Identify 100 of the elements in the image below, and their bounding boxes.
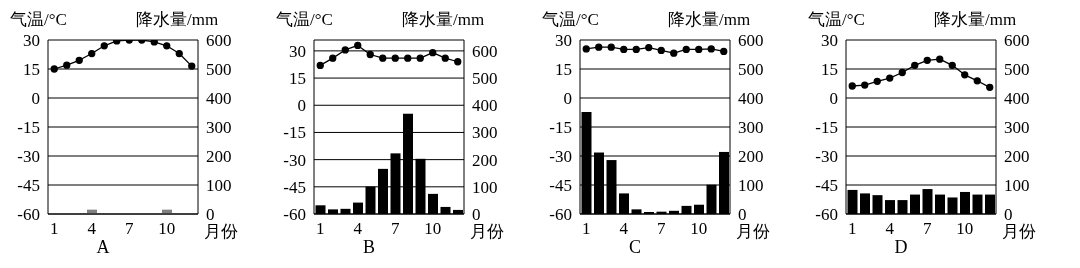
y-tick-label: 30 — [289, 41, 306, 61]
y2-tick-label: 100 — [738, 176, 764, 196]
y2-tick-label: 400 — [738, 89, 764, 109]
point — [632, 45, 640, 54]
y-tick-label: -15 — [815, 118, 838, 138]
point — [379, 54, 387, 62]
y-tick-label: -45 — [283, 177, 306, 197]
y-tick-label: -60 — [17, 205, 40, 225]
y2-tick-label: 300 — [738, 118, 764, 138]
y2-tick-label: 200 — [1004, 147, 1030, 167]
y-tick-label: 30 — [821, 31, 838, 51]
y-tick-label: -30 — [283, 150, 306, 170]
point — [948, 61, 956, 69]
point — [354, 41, 362, 50]
x-tick-label: 1 — [50, 219, 59, 239]
point — [454, 58, 462, 66]
point — [582, 45, 590, 53]
y-tick-label: -45 — [815, 176, 838, 196]
y-tick-label: -60 — [283, 205, 306, 225]
x-tick-label: 10 — [424, 219, 442, 239]
text: D — [893, 237, 909, 258]
point — [620, 45, 628, 54]
y-tick-label: 15 — [821, 60, 838, 80]
point — [707, 45, 715, 53]
y-tick-label: 0 — [829, 89, 838, 109]
y2-tick-label: 400 — [1004, 89, 1030, 109]
point — [936, 55, 944, 63]
y-axis-title: 气温/°C — [808, 9, 865, 31]
y2-axis-title: 降水量/mm — [934, 9, 1017, 31]
point — [898, 68, 906, 77]
y2-tick-label: 300 — [472, 123, 498, 143]
x-tick-label: 4 — [619, 219, 629, 239]
y-tick-label: 30 — [555, 31, 572, 51]
y2-axis-title: 降水量/mm — [668, 9, 751, 31]
text: C — [628, 237, 642, 258]
y2-axis-title: 降水量/mm — [402, 9, 485, 31]
y-tick-label: -30 — [815, 147, 838, 167]
y-tick-label: -45 — [17, 176, 40, 196]
y-tick-label: 15 — [23, 60, 40, 80]
y-tick-label: -45 — [549, 176, 572, 196]
x-tick-label: 1 — [316, 219, 325, 239]
point — [366, 50, 374, 59]
point — [873, 77, 881, 86]
point — [645, 43, 653, 52]
y-axis-title: 气温/°C — [542, 9, 599, 31]
x-tick-label: 10 — [956, 219, 974, 239]
point — [429, 49, 437, 57]
point — [341, 46, 349, 54]
x-tick-label: 10 — [158, 219, 176, 239]
point — [329, 54, 337, 62]
y-tick-label: -15 — [549, 118, 572, 138]
y-tick-label: 0 — [563, 89, 572, 109]
text: B — [362, 237, 376, 258]
point — [391, 54, 399, 62]
point — [961, 71, 969, 79]
x-tick-label: 7 — [391, 219, 400, 239]
point — [607, 43, 615, 51]
point — [923, 56, 931, 64]
y2-tick-label: 600 — [472, 41, 498, 61]
point — [861, 81, 869, 89]
point — [886, 74, 894, 82]
y2-tick-label: 300 — [1004, 118, 1030, 138]
y2-tick-label: 300 — [206, 118, 232, 138]
y2-tick-label: 500 — [738, 60, 764, 80]
point — [695, 45, 703, 54]
x-tick-label: 4 — [885, 219, 895, 239]
y2-tick-label: 500 — [206, 60, 232, 80]
point — [441, 54, 449, 62]
point — [404, 54, 412, 62]
y-tick-label: 15 — [555, 60, 572, 80]
x-tick-label: 4 — [353, 219, 363, 239]
x-tick-label: 7 — [657, 219, 666, 239]
y2-tick-label: 100 — [206, 176, 232, 196]
point — [986, 83, 994, 92]
y2-axis-title: 降水量/mm — [136, 9, 219, 31]
y-tick-label: 0 — [31, 89, 40, 109]
x-tick-label: 1 — [582, 219, 591, 239]
y-tick-label: 30 — [23, 31, 40, 51]
point — [657, 46, 665, 55]
point — [682, 45, 690, 54]
text: A — [95, 237, 111, 258]
y2-tick-label: 200 — [206, 147, 232, 167]
x-tick-label: 7 — [125, 219, 134, 239]
y-tick-label: -30 — [17, 147, 40, 167]
point — [720, 47, 728, 56]
point — [911, 61, 919, 69]
y-tick-label: 15 — [289, 69, 306, 89]
y2-tick-label: 500 — [1004, 60, 1030, 80]
point — [595, 43, 603, 51]
y2-tick-label: 100 — [472, 177, 498, 197]
x-tick-label: 10 — [690, 219, 708, 239]
y-tick-label: -60 — [549, 205, 572, 225]
y-tick-label: 0 — [297, 96, 306, 116]
y-tick-label: -15 — [17, 118, 40, 138]
y2-tick-label: 600 — [206, 31, 232, 51]
x-tick-label: 1 — [848, 219, 857, 239]
point — [416, 54, 424, 62]
point — [973, 77, 981, 85]
y-axis-title: 气温/°C — [10, 9, 67, 31]
point — [316, 61, 324, 70]
